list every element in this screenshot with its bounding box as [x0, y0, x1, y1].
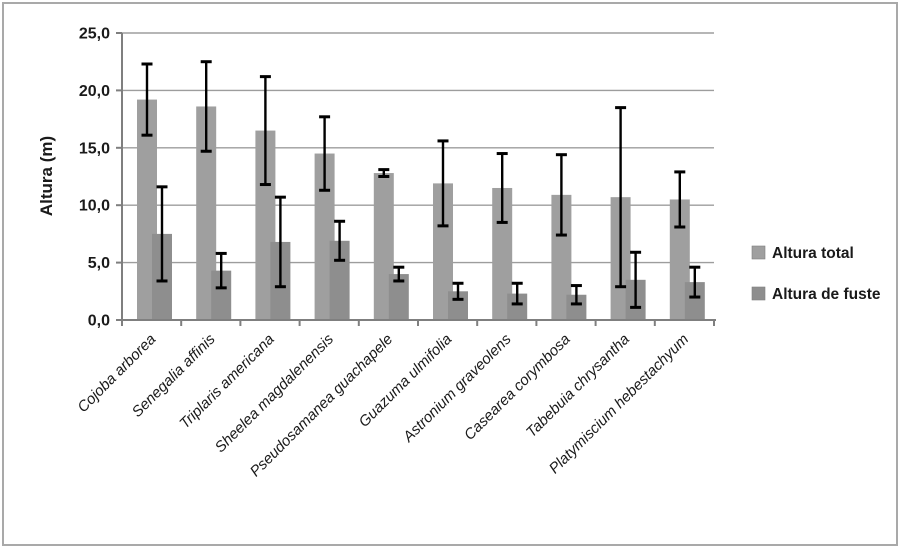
y-tick-label: 10,0	[79, 198, 110, 215]
error-bar	[378, 168, 390, 178]
error-bar	[555, 153, 567, 237]
error-bar	[274, 195, 286, 289]
error-bar	[496, 152, 508, 224]
legend-item-altura-total: Altura total	[751, 245, 854, 262]
y-tick-label: 25,0	[79, 26, 110, 43]
error-bar	[141, 62, 153, 137]
category-label: Tabebuia chrysantha	[523, 331, 633, 441]
bar-altura-total	[551, 194, 572, 320]
bar-altura-de-fuste	[684, 282, 705, 320]
y-tick-label: 15,0	[79, 140, 110, 157]
category-label: Astronium graveolens	[399, 330, 515, 446]
error-bar	[259, 75, 271, 187]
error-bars	[141, 60, 701, 309]
bars	[137, 99, 705, 320]
y-axis-title: Altura (m)	[37, 136, 56, 216]
legend-swatch	[751, 286, 766, 301]
legend-label: Altura total	[772, 245, 854, 262]
y-tick-label: 5,0	[88, 255, 110, 272]
error-bar	[630, 250, 642, 309]
category-label: Sheelea magdalenensis	[212, 330, 338, 456]
error-bar	[200, 60, 212, 153]
error-bar	[452, 281, 464, 301]
error-bar	[674, 170, 686, 229]
legend-label: Altura de fuste	[772, 286, 881, 303]
y-tick-label: 0,0	[88, 313, 110, 330]
legend: Altura total Altura de fuste	[751, 245, 881, 303]
bar-altura-de-fuste	[388, 274, 409, 320]
legend-swatch	[751, 245, 766, 260]
y-tick-labels: 0,0 5,0 10,0 15,0 20,0 25,0	[79, 26, 110, 330]
error-bar	[689, 265, 701, 299]
bar-altura-de-fuste	[507, 293, 528, 320]
bar-altura-de-fuste	[211, 270, 232, 320]
error-bar	[215, 251, 227, 290]
error-bar	[437, 139, 449, 228]
error-bar	[393, 265, 405, 283]
bar-altura-de-fuste	[566, 294, 587, 320]
error-bar	[511, 281, 523, 306]
y-tick-label: 20,0	[79, 83, 110, 100]
error-bar	[334, 219, 346, 262]
bar-altura-total	[433, 183, 453, 320]
error-bar	[615, 106, 627, 289]
error-bar	[570, 284, 582, 306]
error-bar	[156, 185, 168, 283]
bar-altura-total	[196, 106, 217, 320]
legend-item-altura-de-fuste: Altura de fuste	[751, 286, 881, 303]
error-bar	[319, 115, 331, 192]
axes	[116, 32, 716, 326]
category-label: Casearea corymbosa	[461, 331, 574, 444]
